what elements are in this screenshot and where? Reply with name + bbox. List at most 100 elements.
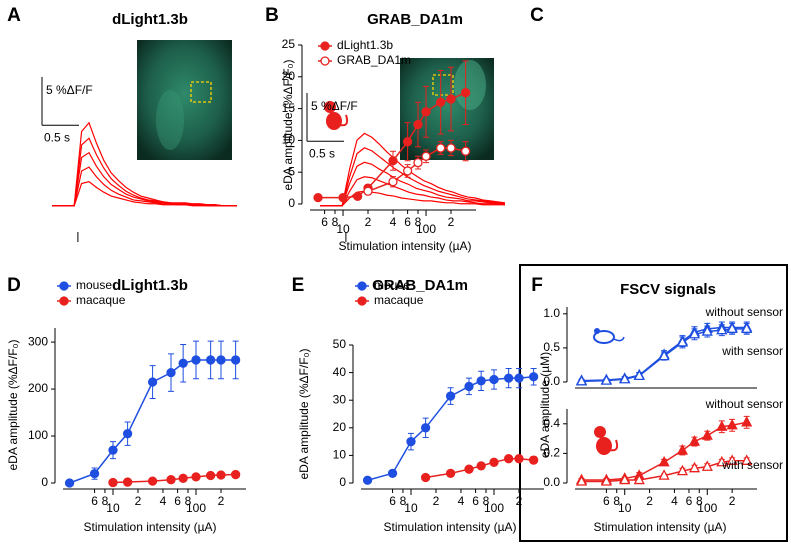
inset-image-b (400, 58, 494, 160)
data-point (178, 473, 188, 483)
x-tick-label: 10 (618, 501, 632, 515)
data-point (726, 454, 738, 465)
data-point (716, 323, 728, 335)
data-point (446, 94, 456, 104)
x-tick-label: 10 (404, 501, 418, 515)
x-tick-label: 2 (516, 494, 523, 508)
legend-marker (320, 41, 330, 51)
x-tick-label: 8 (102, 494, 109, 508)
y-tick-label: 0.5 (543, 340, 560, 354)
data-point (406, 436, 416, 447)
legend-marker (320, 56, 330, 66)
y-tick-label: 20 (333, 420, 347, 434)
legend-label: dLight1.3b (337, 38, 393, 52)
data-point (413, 158, 423, 168)
data-point (701, 460, 713, 471)
data-point (676, 336, 689, 347)
y-axis-label: eDA amplitude (µM) (538, 352, 552, 458)
data-point (147, 377, 158, 387)
data-point (476, 461, 486, 471)
scale-bar-x-label: 0.5 s (44, 130, 70, 144)
data-point (741, 322, 753, 333)
data-point (619, 372, 631, 384)
x-tick-label: 2 (729, 494, 736, 508)
mouse-icon (593, 328, 625, 344)
data-point (464, 464, 474, 474)
scale-bar-y-label: 5 %ΔF/F (311, 99, 358, 113)
y-axis-label: eDA amplitude (%ΔF/F₀) (281, 59, 295, 190)
data-point (600, 475, 612, 486)
data-point (688, 435, 701, 446)
series-label: with sensor (721, 344, 783, 358)
x-tick-label: 6 (174, 494, 181, 508)
x-tick-label: 6 (686, 494, 693, 508)
data-point (716, 455, 728, 467)
y-tick-label: 300 (28, 334, 48, 348)
y-tick-label: 0.0 (543, 475, 560, 489)
data-point (575, 374, 588, 386)
data-point (413, 119, 423, 130)
data-point (420, 472, 431, 483)
data-point (362, 475, 373, 485)
y-axis-label: eDA amplitude (%ΔF/F₀) (297, 348, 311, 479)
x-axis-label: Stimulation intensity (µA) (339, 239, 472, 253)
monkey-icon (594, 426, 619, 455)
x-tick-label: 100 (416, 222, 436, 236)
data-point (503, 373, 514, 383)
y-tick-label: 0 (41, 475, 48, 489)
data-point (514, 373, 524, 383)
inset-image-a (137, 40, 232, 160)
monkey-icon (324, 101, 349, 130)
data-point (108, 445, 118, 455)
trace (320, 132, 506, 207)
data-point (701, 325, 713, 336)
y-tick-label: 0.0 (543, 374, 560, 388)
data-point (388, 156, 398, 166)
panel-letter: B (265, 5, 279, 26)
data-point (741, 415, 753, 427)
x-axis-label: Stimulation intensity (µA) (594, 520, 727, 534)
data-point (489, 374, 499, 385)
data-point (514, 454, 524, 464)
data-point (205, 470, 216, 481)
data-point (600, 374, 612, 385)
data-point (676, 464, 689, 476)
scale-bar-x-label: 0.5 s (309, 146, 335, 160)
panel-letter: D (7, 275, 21, 296)
data-point (503, 454, 514, 464)
data-point (445, 391, 456, 401)
data-point (205, 355, 216, 365)
y-tick-label: 0.2 (543, 446, 560, 460)
trace (52, 151, 237, 207)
data-point (166, 475, 176, 485)
y-axis-label: eDA amplitude (%ΔF/F₀) (6, 339, 20, 470)
x-tick-label: 2 (646, 494, 653, 508)
x-tick-label: 4 (458, 494, 465, 508)
legend-label: mouse (76, 278, 112, 292)
panel-letter: C (530, 5, 544, 26)
data-point (313, 192, 323, 203)
x-axis-label: Stimulation intensity (µA) (384, 520, 517, 534)
y-tick-label: 20 (282, 69, 296, 83)
data-point (402, 137, 413, 147)
data-point (64, 478, 75, 488)
data-point (420, 423, 431, 433)
data-point (178, 358, 188, 368)
data-point (688, 327, 701, 339)
data-point (230, 469, 241, 480)
data-point (147, 476, 158, 486)
data-point (122, 429, 133, 439)
x-tick-label: 6 (472, 494, 479, 508)
legend-marker (357, 281, 367, 291)
series-label: with sensor (721, 458, 783, 472)
panel-letter: E (292, 275, 305, 296)
x-tick-label: 8 (696, 494, 703, 508)
x-tick-label: 8 (400, 494, 407, 508)
x-tick-label: 8 (185, 494, 192, 508)
data-point (216, 355, 226, 365)
data-point (676, 444, 689, 455)
legend-marker (357, 296, 367, 306)
trace (320, 176, 506, 207)
panel-f-frame (519, 264, 788, 542)
data-point (421, 107, 431, 117)
